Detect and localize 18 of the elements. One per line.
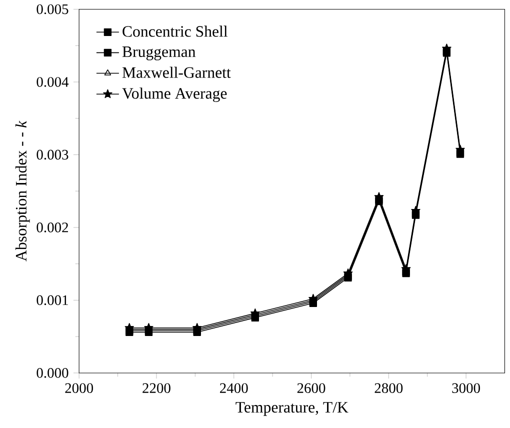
- legend-label: Concentric Shell: [122, 26, 228, 37]
- legend-label: Volume Average: [122, 87, 227, 102]
- legend-label: Bruggeman: [122, 46, 196, 60]
- y-tick-label: 0.003: [36, 150, 68, 160]
- legend-label: Maxwell-Garnett: [122, 66, 231, 78]
- y-tick-label: 0.002: [36, 222, 68, 232]
- y-tick-label: 0.000: [36, 368, 68, 378]
- x-tick-label: 2000: [65, 383, 94, 393]
- x-axis-title: Temperature, T/K: [236, 402, 348, 416]
- y-axis-title: Absorption Index - - k: [15, 120, 30, 262]
- x-tick-label: 2600: [297, 383, 326, 393]
- x-tick-label: 3000: [452, 383, 480, 393]
- x-tick-label: 2200: [142, 383, 170, 393]
- x-tick-label: 2800: [374, 383, 403, 393]
- y-tick-label: 0.004: [36, 76, 69, 87]
- x-tick-label: 2400: [220, 383, 248, 393]
- y-tick-label: 0.005: [36, 4, 68, 14]
- y-tick-label: 0.001: [36, 295, 68, 305]
